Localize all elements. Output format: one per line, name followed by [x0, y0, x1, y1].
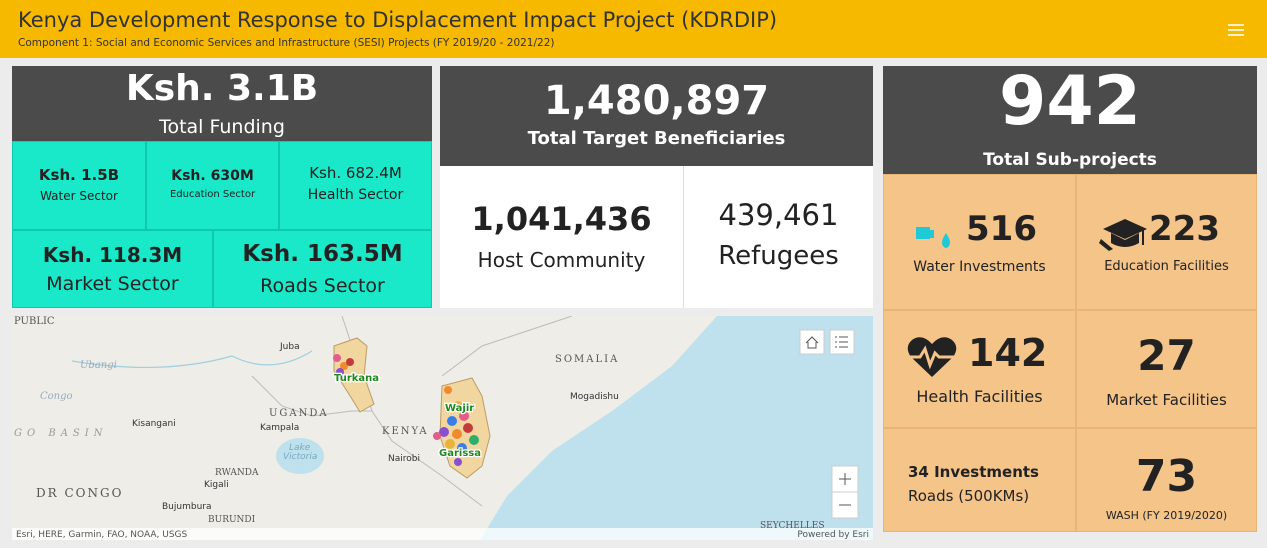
title: Kenya Development Response to Displaceme…: [18, 8, 777, 32]
subproject-label: Market Facilities: [1077, 391, 1256, 409]
subproject-cell: 34 Investments Roads (500KMs): [883, 428, 1076, 532]
subtitle: Component 1: Social and Economic Service…: [18, 37, 554, 49]
zoom-in-button[interactable]: [832, 466, 858, 492]
subproject-cell: 73 WASH (FY 2019/2020): [1076, 428, 1257, 532]
map-label: Ubangi: [80, 360, 117, 371]
map-label: Garissa: [439, 448, 481, 459]
sector-label: Health Sector: [280, 187, 431, 203]
sector-label: Water Sector: [13, 189, 145, 203]
header: Kenya Development Response to Displaceme…: [0, 0, 1267, 58]
map-label: BURUNDI: [208, 515, 256, 525]
sector-value: Ksh. 1.5B: [13, 166, 145, 184]
map-label: Victoria: [283, 452, 317, 462]
subprojects-total: 942 Total Sub-projects: [883, 66, 1257, 174]
map-label: PUBLIC: [14, 316, 55, 327]
subproject-value: 223: [1149, 209, 1220, 249]
sector-cell: Ksh. 630M Education Sector: [146, 141, 279, 230]
subproject-value: 516: [966, 209, 1037, 249]
sector-value: Ksh. 163.5M: [214, 241, 431, 267]
dashboard: Kenya Development Response to Displaceme…: [0, 0, 1267, 548]
home-button[interactable]: [800, 330, 824, 354]
map-label: Kampala: [260, 423, 299, 433]
map-label: DR CONGO: [36, 486, 123, 500]
subprojects-total-label: Total Sub-projects: [883, 150, 1257, 170]
water-icon: [914, 223, 958, 251]
subproject-label: Health Facilities: [884, 387, 1075, 406]
menu-button[interactable]: [1227, 22, 1245, 38]
sector-value: Ksh. 682.4M: [280, 164, 431, 182]
education-icon: [1099, 215, 1149, 253]
funding-total-label: Total Funding: [12, 116, 432, 138]
map-label: Congo: [40, 391, 73, 402]
powered-by: Powered by Esri: [797, 530, 869, 540]
subproject-cell: 142 Health Facilities: [883, 310, 1076, 428]
map-label: Turkana: [334, 373, 379, 384]
map-label: SOMALIA: [555, 354, 619, 365]
beneficiary-group: 439,461 Refugees: [684, 166, 873, 308]
sector-cell: Ksh. 118.3M Market Sector: [12, 230, 213, 308]
map-label: KENYA: [382, 426, 429, 437]
sector-label: Market Sector: [13, 273, 212, 295]
map-label: Kisangani: [132, 419, 176, 429]
map-label: Bujumbura: [162, 502, 211, 512]
beneficiaries-total: 1,480,897 Total Target Beneficiaries: [440, 66, 873, 166]
sector-value: Ksh. 630M: [147, 168, 278, 184]
subproject-value: 142: [968, 331, 1047, 375]
beneficiary-group: 1,041,436 Host Community: [440, 166, 684, 308]
group-value: 1,041,436: [440, 200, 683, 238]
map-label: RWANDA: [215, 468, 259, 478]
sector-cell: Ksh. 163.5M Roads Sector: [213, 230, 432, 308]
funding-total-value: Ksh. 3.1B: [12, 68, 432, 109]
sector-value: Ksh. 118.3M: [13, 243, 212, 267]
map[interactable]: PUBLIC Juba Ubangi Turkana SOMALIA Congo…: [12, 316, 873, 540]
subproject-cell: 223 Education Facilities: [1076, 174, 1257, 310]
map-label: Nairobi: [388, 454, 420, 464]
map-label: Kigali: [204, 480, 229, 490]
map-label: Mogadishu: [570, 392, 619, 402]
subprojects-total-value: 942: [883, 62, 1257, 141]
subproject-value: 73: [1077, 451, 1256, 502]
beneficiaries-total-label: Total Target Beneficiaries: [440, 128, 873, 149]
sector-cell: Ksh. 1.5B Water Sector: [12, 141, 146, 230]
subproject-label: Education Facilities: [1077, 259, 1256, 274]
group-label: Host Community: [440, 248, 683, 272]
subproject-label: Water Investments: [884, 259, 1075, 275]
map-label: Wajir: [445, 403, 474, 414]
health-icon: [906, 335, 958, 379]
map-label: Juba: [279, 342, 300, 352]
sector-cell: Ksh. 682.4M Health Sector: [279, 141, 432, 230]
subproject-cell: 516 Water Investments: [883, 174, 1076, 310]
map-label: GO BASIN: [14, 428, 108, 439]
group-label: Refugees: [684, 241, 873, 271]
beneficiaries-total-value: 1,480,897: [440, 78, 873, 124]
subproject-label: WASH (FY 2019/2020): [1077, 509, 1256, 522]
funding-total: Ksh. 3.1B Total Funding: [12, 66, 432, 141]
subproject-value: 34 Investments: [908, 463, 1039, 481]
group-value: 439,461: [684, 198, 873, 232]
sector-label: Education Sector: [147, 189, 278, 200]
subproject-cell: 27 Market Facilities: [1076, 310, 1257, 428]
subproject-label: Roads (500KMs): [908, 487, 1029, 505]
subproject-value: 27: [1077, 331, 1256, 380]
sector-label: Roads Sector: [214, 275, 431, 297]
page: KDRDIP Dashboard {"header":{"title":"Ken…: [0, 0, 1267, 548]
map-label: UGANDA: [269, 408, 329, 419]
attribution: Esri, HERE, Garmin, FAO, NOAA, USGS: [16, 530, 188, 540]
legend-button[interactable]: [830, 330, 854, 354]
zoom-out-button[interactable]: [832, 492, 858, 518]
